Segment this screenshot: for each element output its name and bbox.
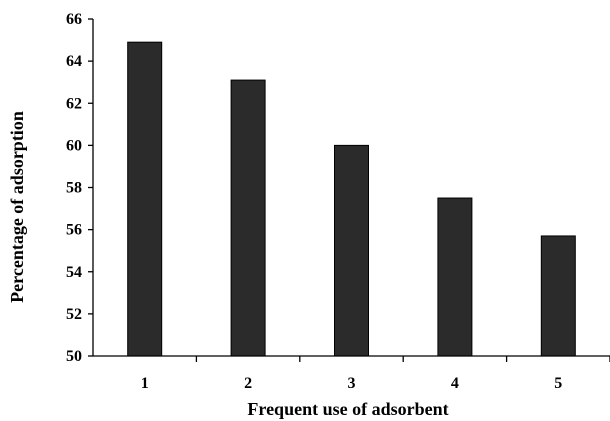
y-tick-label: 64 xyxy=(66,53,82,70)
y-axis-ticks xyxy=(88,18,93,357)
bar-2 xyxy=(230,79,266,357)
bar-4 xyxy=(437,197,473,357)
x-axis-title: Frequent use of adsorbent xyxy=(247,399,448,419)
x-axis-ticks xyxy=(195,356,610,362)
y-tick-label: 52 xyxy=(66,306,82,323)
y-tick-label: 56 xyxy=(66,222,82,239)
y-tick-label: 50 xyxy=(66,348,82,365)
y-tick-label: 62 xyxy=(66,95,82,112)
bar-1 xyxy=(127,41,163,357)
y-tick-label: 66 xyxy=(66,11,82,28)
x-axis-tick-labels: 1 2 3 4 5 xyxy=(141,375,563,392)
y-axis-title: Percentage of adsorption xyxy=(7,111,27,303)
y-tick-label: 58 xyxy=(66,180,82,197)
y-axis-tick-labels: 50 52 54 56 58 60 62 64 66 xyxy=(66,11,82,365)
x-tick-label: 2 xyxy=(244,375,252,392)
x-tick-label: 5 xyxy=(554,375,562,392)
x-tick-label: 4 xyxy=(451,375,459,392)
y-tick-label: 54 xyxy=(66,264,82,281)
bar-5 xyxy=(540,235,576,357)
x-tick-label: 1 xyxy=(141,375,149,392)
bar-3 xyxy=(334,144,369,357)
bars xyxy=(127,41,576,357)
x-tick-label: 3 xyxy=(348,375,356,392)
y-tick-label: 60 xyxy=(66,137,82,154)
